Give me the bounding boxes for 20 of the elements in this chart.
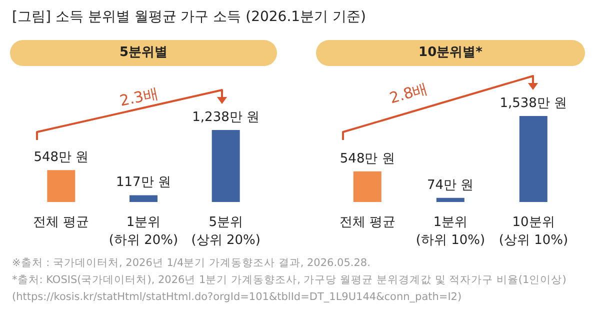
chart-title: [그림] 소득 분위별 월평균 가구 소득 (2026.1분기 기준) [12, 8, 366, 26]
data-label: 548만 원 [34, 150, 89, 166]
x-tick-label: 5분위 (상위 20%) [191, 215, 260, 248]
text: *출처: KOSIS(국가데이터처), 2026년 1분기 가계동향조사, 가구당 월평균 분위경계값 및 적자가구 비율(1인이상) [12, 273, 566, 288]
data-label: 1,538만 원 [500, 96, 568, 111]
chart-subtitle: 10분위별* [316, 40, 585, 66]
text: ※출처 : 국가데이터처, 2026년 1/4분기 가계동향조사 결과, 2026.05.28. [12, 256, 372, 271]
x-tick-label: 1분위 (하위 10%) [416, 215, 486, 248]
data-label: 1,238만 원 [192, 110, 260, 125]
data-label: 117만 원 [116, 175, 171, 190]
text: 2.3배 [118, 84, 160, 110]
chart-subtitle: 5분위별 [10, 40, 277, 66]
text: (https://kosis.kr/statHtml/statHtml.do?orgId=101&tblId=DT_1L9U144&conn_path=I2) [12, 290, 463, 305]
x-tick-label: 10분위 (상위 10%) [498, 215, 568, 248]
x-tick-label: 전체 평균 [339, 215, 396, 230]
data-label: 548만 원 [340, 151, 395, 166]
text: 2.8배 [387, 79, 430, 108]
data-label: 74만 원 [427, 178, 474, 193]
x-tick-label: 1분위 (하위 20%) [108, 215, 178, 248]
x-tick-label: 전체 평균 [33, 215, 90, 230]
